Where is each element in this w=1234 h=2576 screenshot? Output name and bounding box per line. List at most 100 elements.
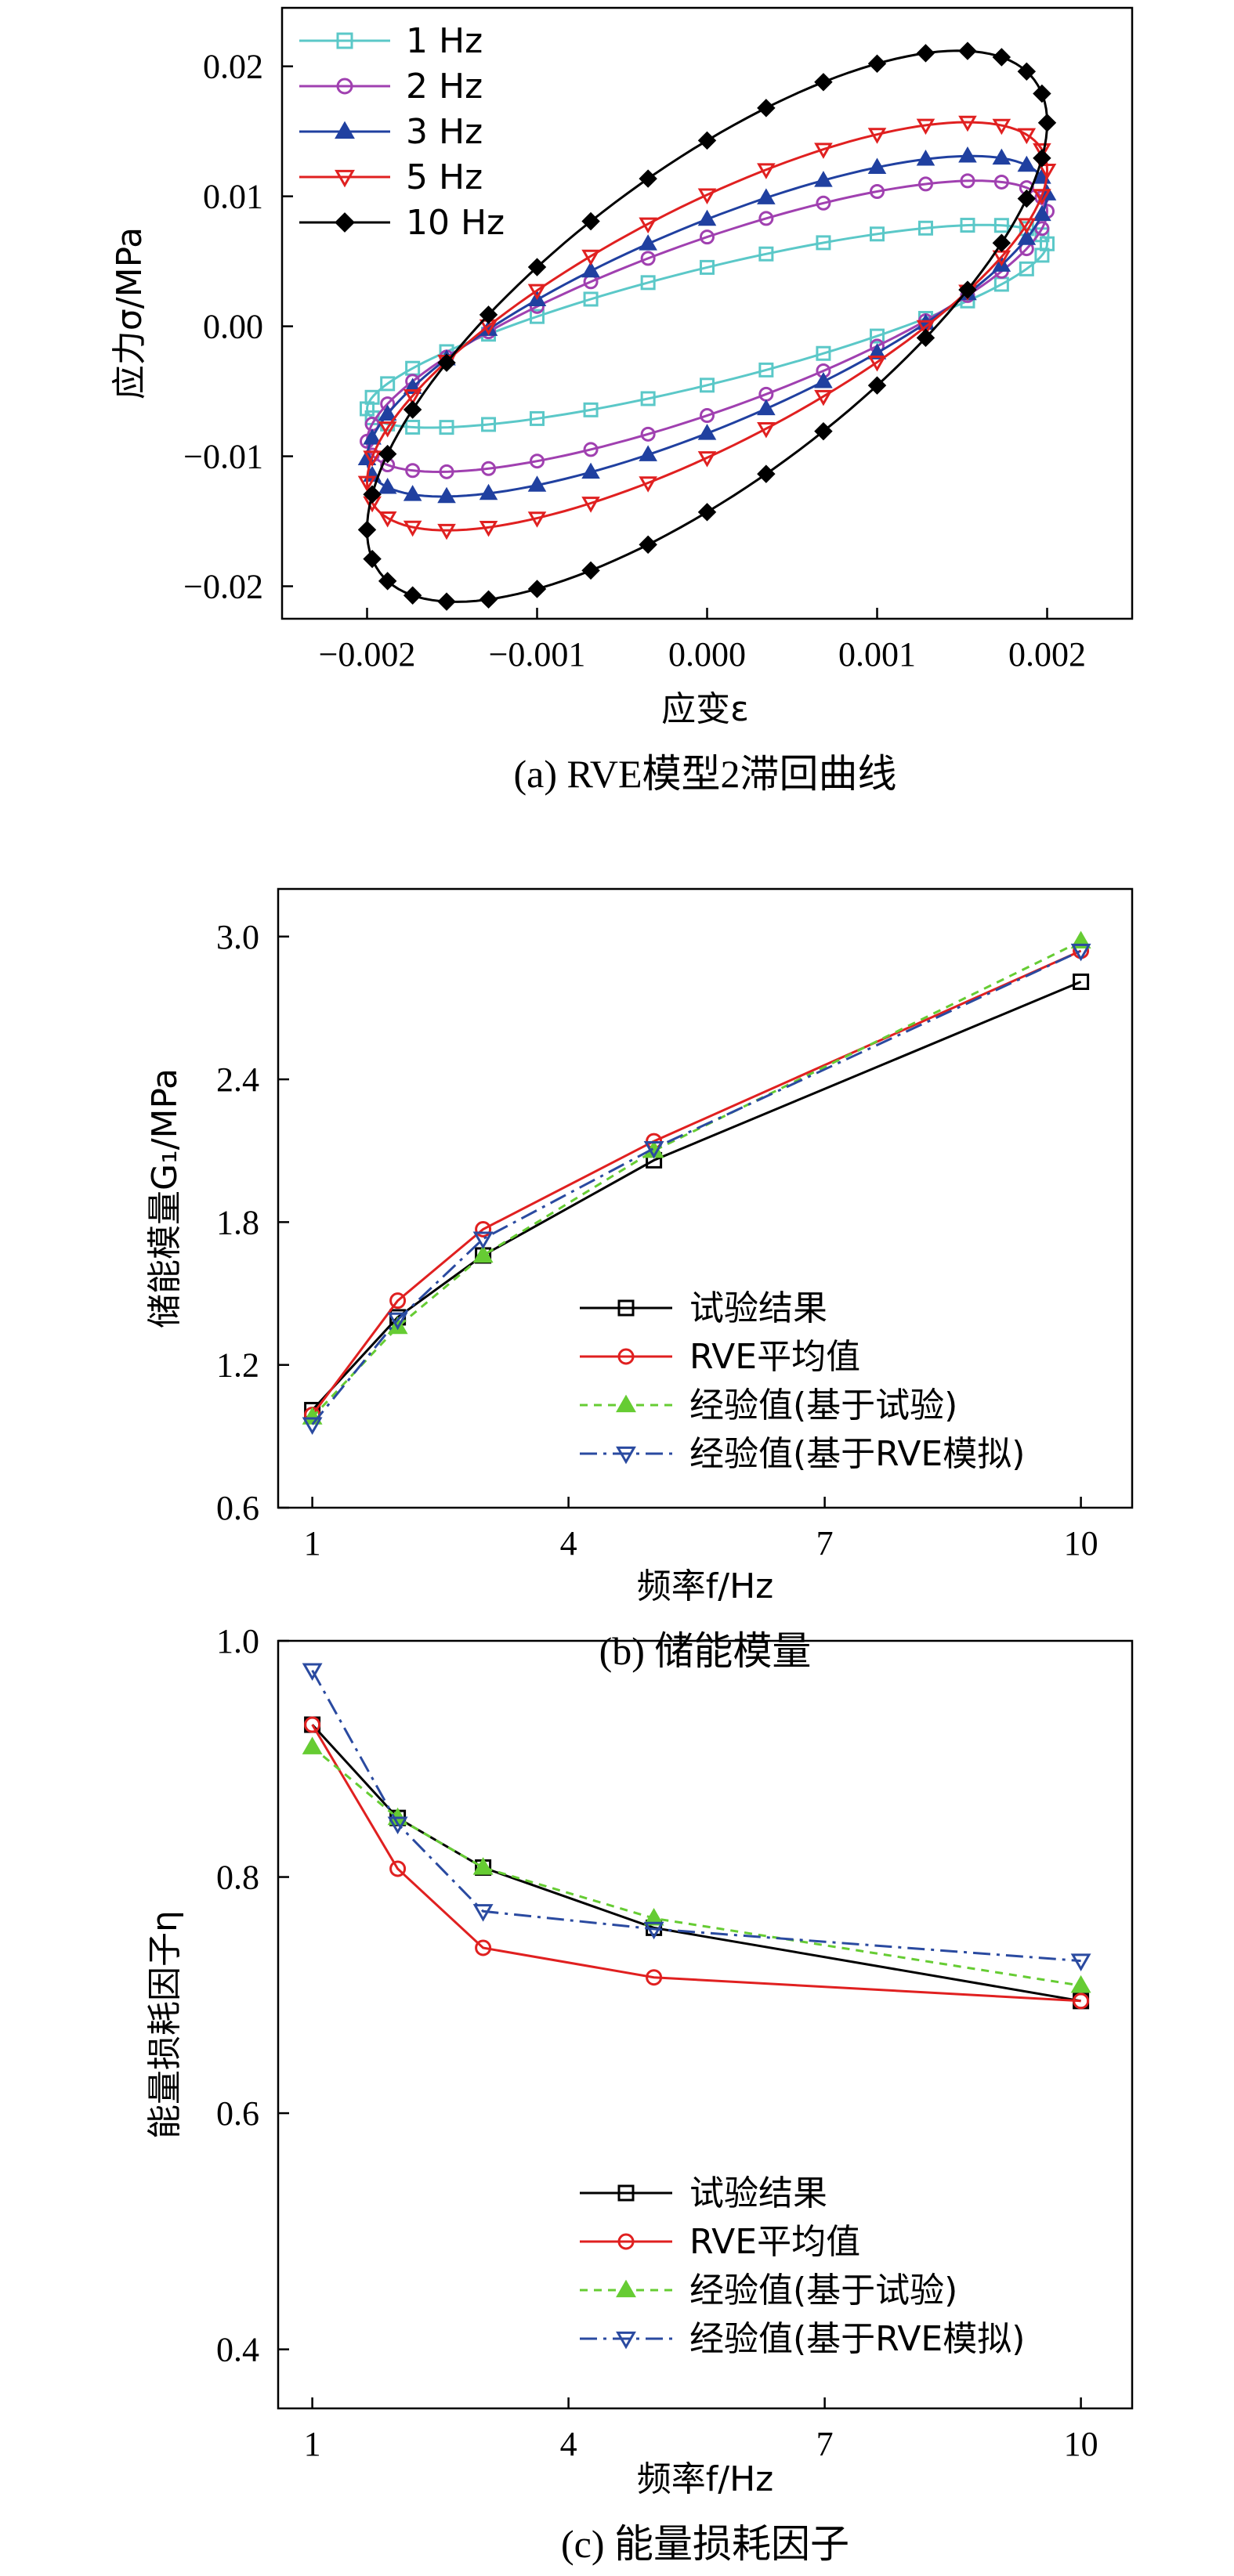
data-point (1033, 204, 1051, 222)
data-point (1073, 1993, 1090, 2010)
series-1 (304, 1716, 1090, 2010)
data-point (757, 399, 776, 416)
y-tick-label: 0.02 (203, 48, 263, 86)
data-point (639, 535, 657, 555)
data-point (403, 520, 422, 537)
data-point (960, 218, 975, 233)
data-point (1034, 247, 1050, 263)
data-point (646, 1969, 663, 1986)
y-tick-label: 0.8 (216, 1859, 259, 1897)
data-point (1017, 62, 1037, 81)
data-point (472, 1857, 494, 1875)
legend-marker (336, 32, 353, 49)
data-point (1037, 164, 1057, 180)
data-point (992, 118, 1011, 135)
data-point (437, 592, 456, 611)
y-tick-label: 0.6 (216, 2094, 259, 2133)
data-point (1017, 218, 1037, 234)
data-point (1070, 943, 1091, 962)
legend-label: 3 Hz (406, 112, 483, 152)
data-point (1073, 974, 1090, 990)
data-point (1033, 84, 1051, 103)
data-point (1070, 1953, 1091, 1971)
data-point (958, 280, 977, 299)
data-point (643, 1907, 664, 1926)
y-tick-label: 0.01 (203, 178, 263, 216)
data-point (757, 464, 776, 483)
data-point (405, 419, 421, 435)
data-point (363, 428, 382, 445)
data-point (867, 157, 887, 174)
series-0 (360, 218, 1055, 435)
legend-label: 10 Hz (406, 203, 505, 243)
data-point (867, 54, 887, 73)
data-point (814, 372, 833, 388)
x-tick-label: 4 (560, 1524, 577, 1563)
hysteresis-chart: −0.002 −0.001 0.000 0.001 0.002 −0.02 −0.01 0.0… (110, 6, 1134, 796)
data-point (697, 209, 717, 226)
data-point (758, 362, 774, 378)
x-tick-label: 10 (1064, 1524, 1098, 1563)
x-tick-label: 0.001 (838, 635, 916, 674)
y-tick-label: −0.01 (183, 438, 263, 476)
data-point (697, 424, 717, 440)
data-point (867, 356, 887, 372)
data-point (993, 174, 1009, 190)
plot-frame (277, 887, 1134, 1509)
x-tick-label: 4 (560, 2425, 577, 2463)
data-point (816, 345, 831, 361)
x-tick-label: 0.000 (668, 635, 746, 674)
data-point (867, 128, 887, 144)
y-tick-label: 1.0 (216, 1622, 259, 1660)
legend-label: 2 Hz (406, 67, 483, 107)
data-point (581, 561, 600, 580)
data-point (479, 305, 498, 324)
legend-marker (617, 2233, 635, 2250)
series-3 (302, 1663, 1091, 1971)
data-point (581, 261, 600, 278)
legend-label: 经验值(基于RVE模拟) (689, 2319, 1025, 2359)
data-point (697, 451, 717, 468)
data-point (867, 376, 887, 395)
legend-marker (617, 1348, 635, 1365)
data-point (389, 1860, 407, 1877)
legend-label: 试验结果 (689, 1288, 827, 1328)
data-point (378, 511, 397, 528)
legend-marker (617, 2184, 635, 2202)
data-point (403, 586, 422, 605)
data-point (481, 461, 497, 476)
data-point (583, 402, 599, 417)
legend-label: RVE平均值 (689, 2222, 860, 2262)
y-axis-title: 能量损耗因子η (145, 1910, 185, 2139)
data-point (439, 464, 454, 479)
series-3 (302, 943, 1091, 1436)
series-4 (357, 42, 1057, 611)
data-point (581, 462, 600, 479)
data-point (479, 520, 498, 537)
series-line (311, 949, 1082, 1416)
data-point (1070, 1974, 1091, 1993)
data-point (378, 444, 397, 464)
legend-marker (336, 78, 353, 95)
x-tick-label: 7 (816, 2425, 834, 2463)
data-point (1019, 261, 1034, 276)
data-point (387, 1312, 408, 1331)
data-point (757, 188, 776, 204)
data-point (581, 497, 600, 513)
data-point (527, 284, 547, 301)
data-point (363, 485, 382, 504)
series-line (311, 1723, 1081, 2003)
data-point (700, 229, 715, 245)
data-point (437, 523, 456, 540)
data-point (757, 163, 776, 179)
data-point (758, 246, 774, 262)
series-line (311, 1724, 1081, 2003)
data-point (816, 195, 831, 211)
legend-marker (616, 1394, 636, 1413)
data-point (405, 463, 421, 479)
data-point (403, 400, 422, 419)
y-axis-title: 储能模量G₁/MPa (145, 1068, 185, 1328)
data-point (700, 378, 715, 393)
